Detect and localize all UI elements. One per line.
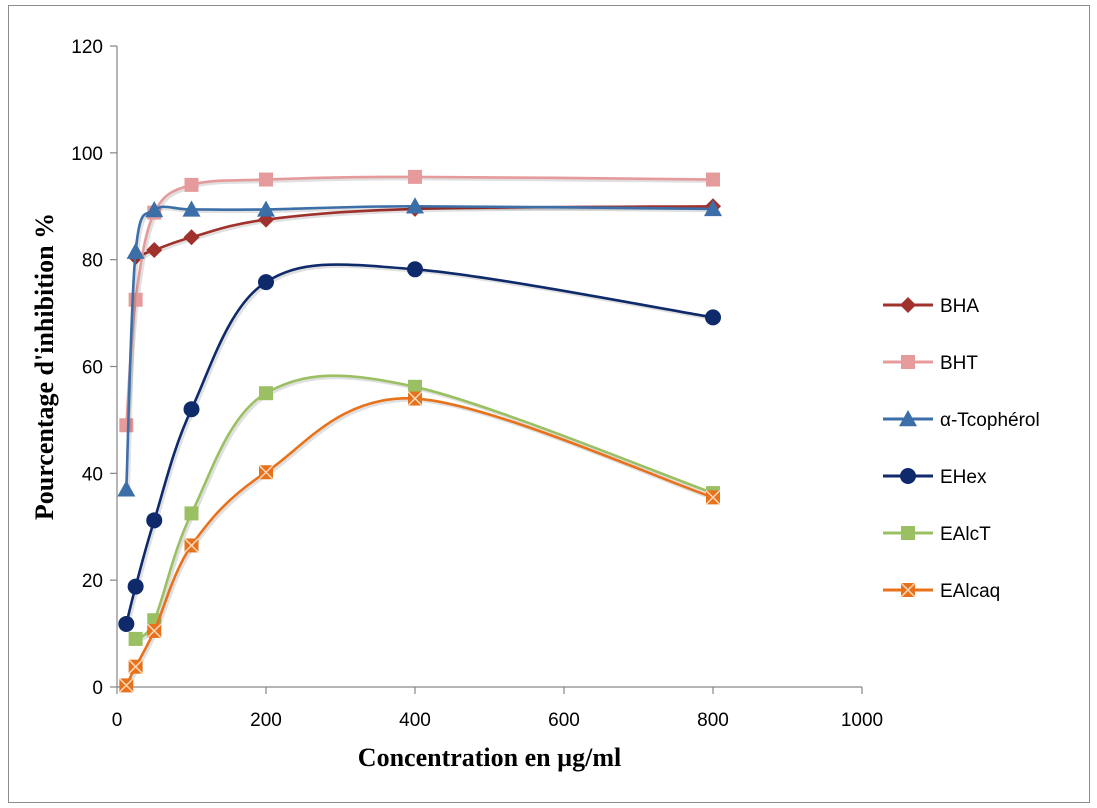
series-line-shadow [137,206,716,261]
data-point [258,274,274,291]
data-point-cross [146,623,162,639]
data-point-cross [128,659,144,675]
axes [116,46,862,688]
series-5 [128,374,720,646]
legend: BHA BHT α-Tcophérol EHex EAlcT EAlcaq [883,296,1040,602]
y-tick-label: 60 [82,358,103,379]
legend-item: EAlcaq [883,581,1000,602]
series-line-shadow [126,399,716,689]
data-point [408,379,422,394]
y-tick-label: 80 [82,251,103,272]
legend-marker [899,410,917,427]
legend-item: BHA [883,296,979,317]
data-point [259,386,273,401]
series-line [125,263,714,625]
series [117,169,722,693]
ticks: 0 20 40 60 80 100 120 0 200 400 600 800 1000 [71,37,883,731]
data-point [146,512,163,529]
data-point [128,631,143,646]
legend-label: EAlcT [940,524,991,545]
x-tick-label: 800 [697,710,729,731]
data-point [182,200,201,217]
data-point [704,199,722,217]
legend-marker [900,468,916,484]
legend-marker-cross [900,582,916,598]
series-4 [118,261,721,632]
legend-label: BHT [940,353,978,374]
legend-marker [901,355,915,369]
data-point [408,169,422,184]
data-point [119,418,134,433]
legend-item: α-Tcophérol [883,410,1040,431]
data-point [705,309,721,326]
data-point-cross [183,537,200,553]
data-point [184,177,199,192]
data-point-cross [118,677,134,693]
legend-label: EAlcaq [940,581,1000,602]
data-point-cross [407,391,423,407]
y-tick-label: 0 [92,678,103,699]
data-point-cross [258,464,274,480]
series-line-shadow [126,206,716,492]
data-point [127,578,144,595]
y-tick-label: 20 [82,571,103,592]
series-line [125,204,714,490]
data-point [183,401,200,418]
legend-item: EHex [883,467,987,488]
legend-label: EHex [940,467,987,488]
data-point [146,242,163,259]
legend-item: EAlcT [883,524,991,545]
data-point [184,506,199,521]
x-tick-label: 0 [112,710,123,731]
x-tick-label: 400 [399,710,431,731]
data-point [407,261,423,278]
data-point [126,242,145,259]
legend-item: BHT [883,353,978,374]
y-tick-label: 100 [71,144,103,165]
legend-marker [900,297,916,313]
x-tick-label: 1000 [841,710,883,731]
data-point [259,172,273,187]
data-point [183,229,200,246]
data-point [406,197,424,214]
series-line [125,397,714,686]
series-3 [117,197,722,497]
data-point [257,200,275,217]
data-point [706,172,720,187]
legend-label: BHA [940,296,979,317]
series-6 [118,391,721,693]
legend-label: α-Tcophérol [940,410,1040,431]
legend-marker [901,526,915,540]
x-tick-label: 600 [548,710,580,731]
y-axis-title: Pourcentage d'inhibition % [30,213,59,520]
series-line-shadow [126,265,716,627]
y-tick-label: 120 [71,37,103,58]
x-tick-label: 200 [250,710,282,731]
x-axis-title: Concentration en µg/ml [358,743,621,772]
data-point [118,615,135,632]
y-tick-label: 40 [82,464,103,485]
data-point [117,480,136,497]
data-point-cross [705,489,721,505]
data-point [145,200,164,218]
